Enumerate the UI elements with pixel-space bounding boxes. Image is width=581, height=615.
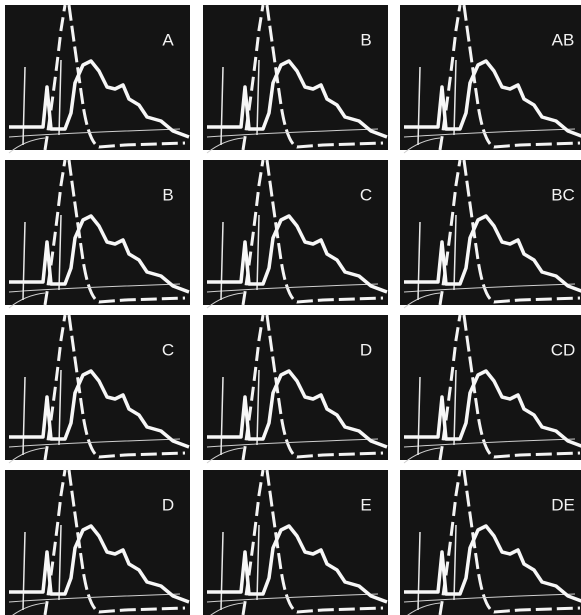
panel-label: D — [162, 495, 174, 514]
panel-label: AB — [552, 30, 575, 49]
panel-label: E — [360, 495, 371, 514]
panel-label: A — [162, 30, 174, 49]
panel: BC — [400, 158, 581, 310]
panel: B — [203, 3, 389, 155]
panel-label: CD — [551, 340, 576, 359]
panel: C — [5, 313, 191, 465]
panel: E — [203, 468, 389, 615]
panel-label: DE — [551, 495, 575, 514]
panel: B — [5, 158, 191, 310]
panel-label: BC — [551, 185, 575, 204]
panel-label: C — [360, 185, 372, 204]
panel: C — [203, 158, 389, 310]
panel: CD — [400, 313, 581, 465]
panel-label: C — [162, 340, 174, 359]
panel: A — [5, 3, 191, 155]
panel: DE — [400, 468, 581, 615]
panel: AB — [400, 3, 581, 155]
panel-label: D — [360, 340, 372, 359]
panel-label: B — [162, 185, 173, 204]
panel: D — [5, 468, 191, 615]
panel-label: B — [360, 30, 371, 49]
panel: D — [203, 313, 389, 465]
